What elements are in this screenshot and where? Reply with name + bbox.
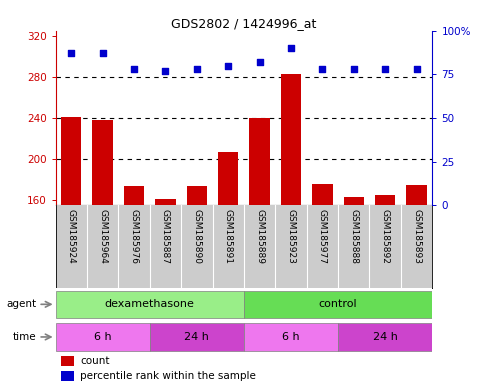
Bar [150,323,244,351]
Text: 24 h: 24 h [373,332,398,342]
Text: GSM185889: GSM185889 [255,209,264,264]
Bar [56,323,150,351]
Point [193,66,201,72]
Point [68,50,75,56]
Bar [124,186,144,365]
Text: GSM185892: GSM185892 [381,209,390,264]
Text: GSM185976: GSM185976 [129,209,139,264]
Title: GDS2802 / 1424996_at: GDS2802 / 1424996_at [171,17,316,30]
Text: GSM185891: GSM185891 [224,209,233,264]
Text: 24 h: 24 h [185,332,209,342]
Point [350,66,357,72]
Text: GSM185923: GSM185923 [286,209,296,264]
Text: agent: agent [7,299,37,310]
Point [130,66,138,72]
Text: dexamethasone: dexamethasone [105,299,195,310]
Bar [92,120,113,365]
Point [287,45,295,51]
Bar [244,323,338,351]
Bar [56,291,244,318]
Point [224,63,232,69]
Text: GSM185977: GSM185977 [318,209,327,264]
Bar [155,199,176,365]
Text: GSM185888: GSM185888 [349,209,358,264]
Bar [61,117,82,365]
Text: GSM185890: GSM185890 [192,209,201,264]
Point [256,59,264,65]
Bar [61,371,74,381]
Text: GSM185887: GSM185887 [161,209,170,264]
Bar [312,184,333,365]
Point [412,66,420,72]
Point [99,50,107,56]
Bar [338,323,432,351]
Text: time: time [13,332,37,342]
Bar [218,152,239,365]
Text: GSM185964: GSM185964 [98,209,107,264]
Text: control: control [319,299,357,310]
Point [319,66,327,72]
Text: percentile rank within the sample: percentile rank within the sample [80,371,256,381]
Bar [406,185,427,365]
Text: count: count [80,356,110,366]
Text: GSM185893: GSM185893 [412,209,421,264]
Point [382,66,389,72]
Text: GSM185924: GSM185924 [67,209,76,263]
Bar [249,118,270,365]
Bar [186,186,207,365]
Bar [244,291,432,318]
Bar [281,74,301,365]
Text: 6 h: 6 h [282,332,300,342]
Text: 6 h: 6 h [94,332,112,342]
Point [161,68,170,74]
Bar [343,197,364,365]
Bar [375,195,396,365]
Bar [61,356,74,366]
